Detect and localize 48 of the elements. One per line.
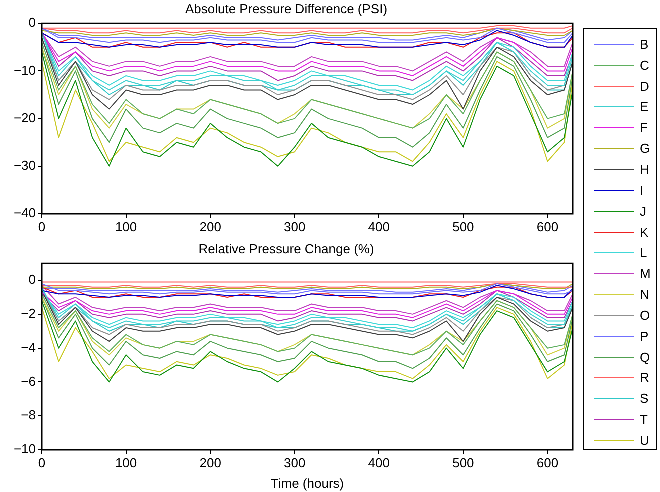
legend-label: L	[640, 245, 648, 260]
y-tick-label: 0	[28, 272, 36, 288]
legend-label: S	[640, 391, 649, 406]
chart-title: Absolute Pressure Difference (PSI)	[185, 1, 388, 16]
legend-label: C	[640, 58, 650, 73]
legend-label: Q	[640, 350, 650, 365]
y-tick-label: −10	[14, 62, 36, 78]
y-tick-label: −40	[14, 206, 36, 221]
x-tick-label: 500	[452, 455, 474, 470]
x-tick-label: 200	[200, 219, 222, 234]
y-tick-label: 0	[28, 15, 36, 30]
legend-label: B	[640, 36, 649, 52]
legend-label: N	[640, 287, 650, 302]
x-tick-label: 200	[200, 455, 222, 470]
legend-label: H	[640, 162, 650, 177]
legend-label: T	[640, 412, 648, 428]
x-tick-label: 0	[38, 219, 46, 234]
x-tick-label: 600	[536, 219, 559, 234]
x-tick-label: 500	[452, 219, 474, 234]
x-tick-label: 600	[536, 455, 559, 470]
y-tick-label: −6	[21, 374, 36, 389]
y-tick-label: −4	[21, 340, 36, 355]
x-tick-label: 100	[115, 455, 138, 470]
legend-label: O	[640, 308, 650, 323]
x-tick-label: 100	[115, 219, 138, 234]
legend-label: R	[640, 370, 650, 386]
y-tick-label: −10	[14, 442, 36, 457]
x-tick-label: 400	[368, 219, 390, 234]
legend-label: P	[640, 328, 649, 344]
legend-label: F	[640, 120, 648, 136]
y-tick-label: −8	[21, 408, 36, 423]
y-tick-label: −30	[14, 158, 36, 173]
x-tick-label: 0	[38, 455, 46, 470]
legend-label: M	[640, 266, 651, 282]
x-tick-label: 400	[368, 455, 390, 470]
x-axis-title: Time (hours)	[270, 476, 344, 491]
legend-label: E	[640, 99, 649, 114]
chart-title: Relative Pressure Change (%)	[198, 241, 374, 256]
legend-label: I	[640, 182, 644, 198]
legend-label: J	[640, 204, 646, 219]
y-tick-label: −20	[14, 110, 36, 126]
x-tick-label: 300	[284, 455, 306, 470]
x-tick-label: 300	[284, 219, 306, 234]
y-tick-label: −2	[21, 306, 36, 322]
legend-label: K	[640, 224, 649, 240]
legend-label: U	[640, 432, 650, 448]
legend-label: G	[640, 141, 650, 156]
legend-label: D	[640, 78, 650, 94]
